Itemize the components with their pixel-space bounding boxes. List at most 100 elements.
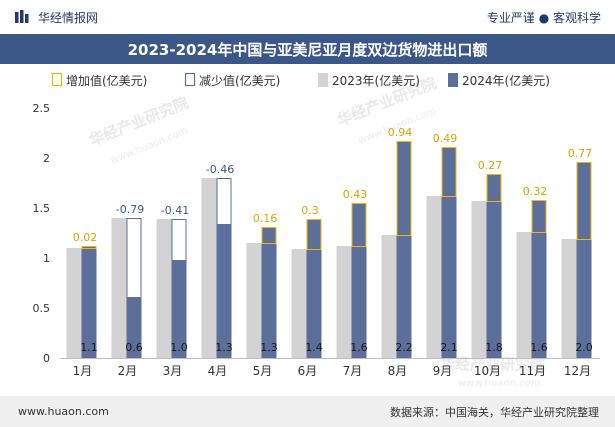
bar-2024 — [396, 141, 412, 358]
chart-area: 华经产业研究院 www.huaon.com 华经产业研究院 www.huaon.… — [33, 72, 600, 389]
bar-2023 — [201, 178, 217, 358]
bar-2023 — [516, 232, 532, 358]
x-tick-label: 5月 — [253, 364, 273, 378]
decrease-outline-icon — [184, 72, 196, 87]
legend-label: 2024年(亿美元) — [462, 73, 550, 88]
bar-value-label: 1.4 — [305, 341, 323, 354]
decrease-box — [171, 219, 187, 261]
bar-value-label: 1.3 — [215, 341, 233, 354]
increase-box — [396, 141, 412, 236]
plot-area: 0 0.5 1 1.5 2 2.5 0.02 1.1 1月 -0.79 0.6 2月 -0.41 1.0 3… — [33, 102, 600, 378]
legend-label: 增加值(亿美元) — [66, 73, 147, 88]
bar-2023 — [381, 235, 397, 358]
change-label: -0.41 — [161, 204, 189, 217]
bar-2023 — [426, 196, 442, 358]
bar-value-label: 2.1 — [440, 341, 458, 354]
x-tick-label: 9月 — [433, 364, 453, 378]
footer: www.huaon.com 数据来源：中国海关，华经产业研究院整理 — [0, 396, 615, 427]
chart-title: 2023-2024年中国与亚美尼亚月度双边货物进出口额 — [127, 40, 488, 59]
increase-box — [441, 147, 457, 197]
bar-2024 — [306, 219, 322, 358]
y-tick-label: 2.5 — [33, 102, 51, 115]
bar-2023 — [291, 249, 307, 358]
legend-label: 减少值(亿美元) — [199, 73, 280, 88]
bar-2024 — [126, 297, 142, 358]
bar-2024 — [261, 227, 277, 358]
increase-box — [486, 174, 502, 202]
y-tick-label: 0.5 — [33, 302, 51, 315]
change-label: 0.27 — [478, 159, 503, 172]
change-label: 0.49 — [433, 132, 458, 145]
increase-box — [351, 203, 367, 247]
bar-2024 — [216, 224, 232, 358]
legend: 增加值(亿美元) 减少值(亿美元) 2023年(亿美元) 2024年(亿美元) — [51, 72, 550, 88]
bar-2023 — [246, 243, 262, 358]
x-tick-label: 6月 — [298, 364, 318, 378]
bar-2023 — [111, 218, 127, 358]
bar-2023 — [66, 248, 82, 358]
decrease-box — [216, 178, 232, 225]
bar-value-label: 1.0 — [170, 341, 188, 354]
bar-2023-swatch — [318, 73, 328, 87]
bar-value-label: 1.6 — [530, 341, 548, 354]
bar-value-label: 1.8 — [485, 341, 503, 354]
change-label: 0.3 — [301, 204, 319, 217]
bar-value-label: 1.6 — [350, 341, 368, 354]
change-label: 0.77 — [568, 147, 593, 160]
watermark-url: www.huaon.com — [458, 378, 541, 389]
y-tick-label: 1.5 — [33, 202, 51, 215]
increase-box — [81, 246, 97, 249]
increase-box — [261, 227, 277, 244]
x-tick-label: 3月 — [163, 364, 183, 378]
y-tick-label: 2 — [43, 152, 50, 165]
x-tick-label: 2月 — [118, 364, 138, 378]
bar-2024 — [441, 147, 457, 358]
bar-value-label: 2.2 — [395, 341, 413, 354]
bar-value-label: 2.0 — [575, 341, 593, 354]
footer-url: www.huaon.com — [18, 405, 109, 418]
x-tick-label: 1月 — [73, 364, 93, 378]
decrease-box — [126, 218, 142, 298]
increase-box — [531, 200, 547, 233]
x-tick-label: 12月 — [564, 364, 591, 378]
bar-2024 — [531, 200, 547, 358]
bar-value-label: 1.1 — [80, 341, 98, 354]
x-tick-label: 4月 — [208, 364, 228, 378]
bar-value-label: 1.3 — [260, 341, 278, 354]
tagline: 专业严谨 ● 客观科学 — [486, 10, 601, 25]
change-label: -0.46 — [206, 163, 234, 176]
legend-label: 2023年(亿美元) — [332, 73, 420, 88]
increase-box — [306, 219, 322, 250]
huajing-logo-icon — [15, 10, 29, 23]
y-tick-label: 1 — [43, 252, 50, 265]
x-tick-label: 8月 — [388, 364, 408, 378]
bar-2024 — [351, 203, 367, 358]
change-label: 0.02 — [73, 231, 98, 244]
chart-title-bar: 2023-2024年中国与亚美尼亚月度双边货物进出口额 — [0, 34, 615, 64]
bar-2024-swatch — [448, 73, 458, 87]
bar-2024 — [81, 246, 97, 358]
data-source: 数据来源：中国海关，华经产业研究院整理 — [390, 405, 599, 419]
change-label: 0.32 — [523, 185, 548, 198]
increase-box — [576, 162, 592, 240]
bar-2023 — [471, 201, 487, 358]
bar-2024 — [171, 260, 187, 358]
x-tick-label: 7月 — [343, 364, 363, 378]
bar-2023 — [156, 219, 172, 358]
x-tick-label: 10月 — [474, 364, 501, 378]
change-label: 0.16 — [253, 212, 278, 225]
bar-2023 — [336, 246, 352, 358]
change-label: -0.79 — [116, 203, 144, 216]
x-tick-label: 11月 — [519, 364, 546, 378]
bar-2024 — [576, 162, 592, 358]
brand-name: 华经情报网 — [38, 10, 99, 25]
increase-outline-icon — [51, 72, 63, 87]
bar-2023 — [561, 239, 577, 358]
y-tick-label: 0 — [43, 352, 50, 365]
bar-2024 — [486, 174, 502, 358]
brand: 华经情报网 — [14, 9, 98, 26]
top-bar: 华经情报网 专业严谨 ● 客观科学 — [0, 0, 615, 34]
bar-value-label: 0.6 — [125, 341, 143, 354]
change-label: 0.94 — [388, 126, 413, 139]
